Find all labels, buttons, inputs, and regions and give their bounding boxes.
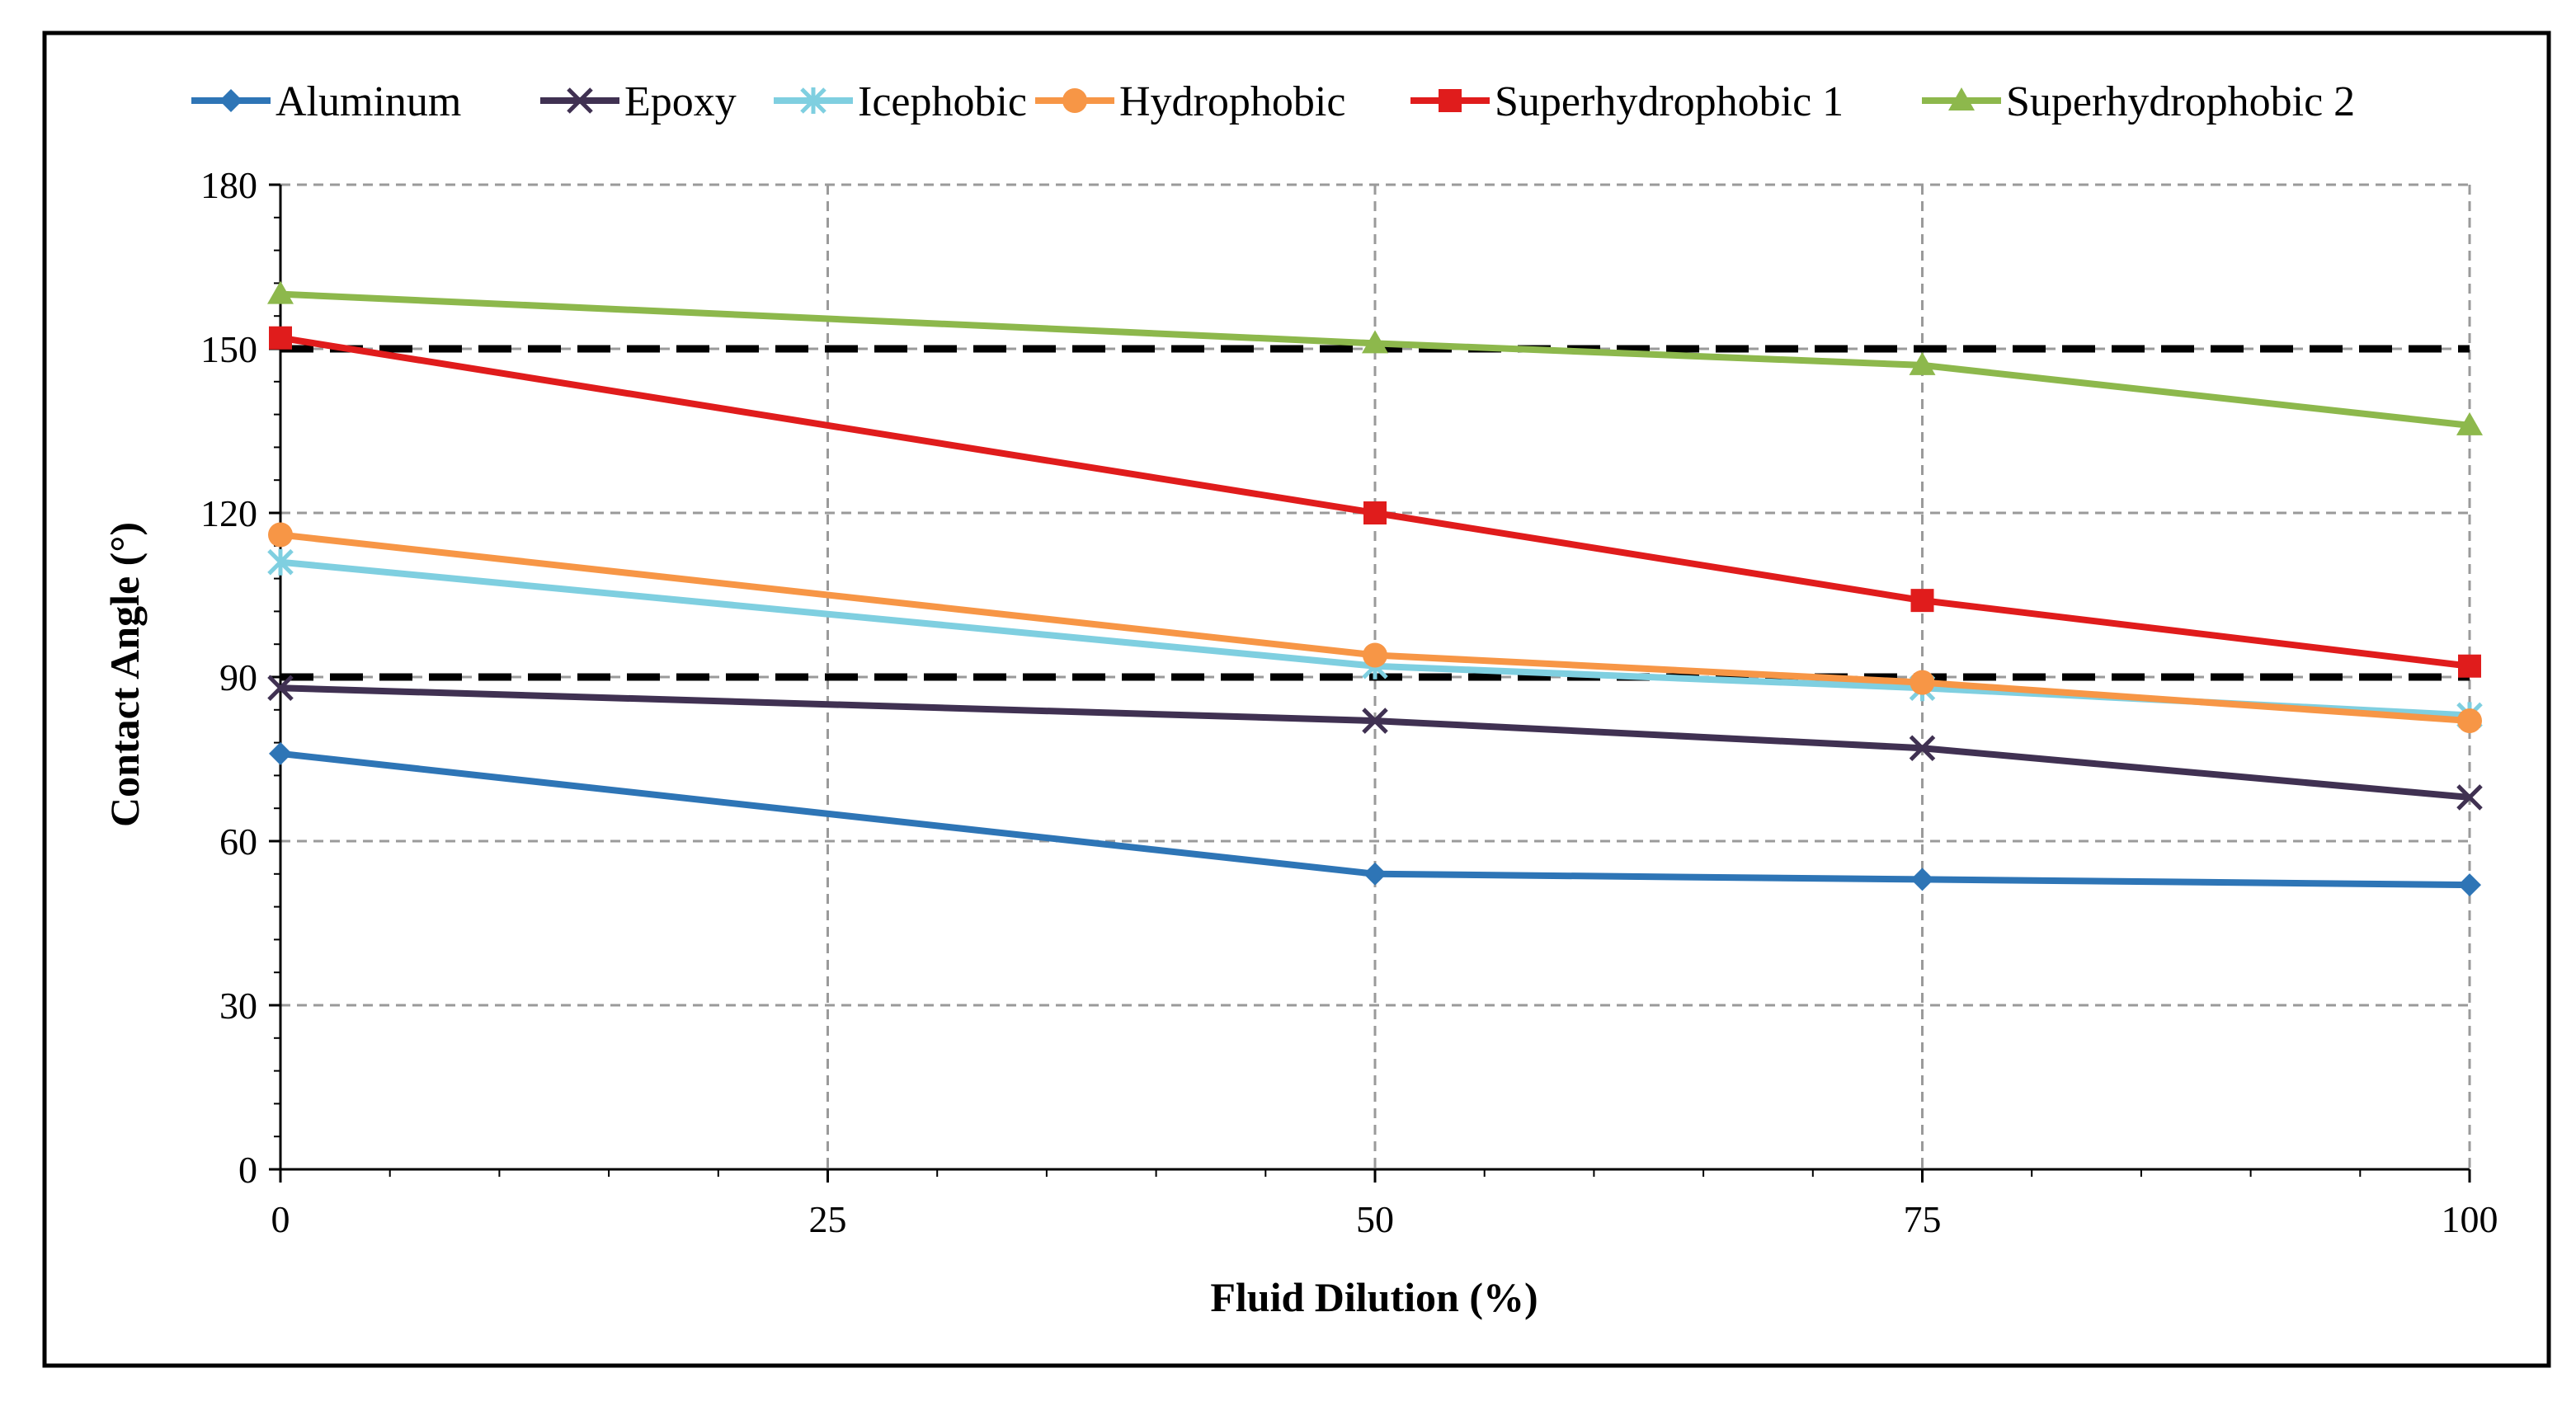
legend-item-hydrophobic: Hydrophobic xyxy=(1035,78,1345,125)
series-line-hydrophobic xyxy=(280,531,2470,725)
data-point-aluminum xyxy=(1363,862,1387,886)
legend-swatch-marker xyxy=(1062,88,1087,113)
series-line-superhydrophobic-1 xyxy=(280,334,2470,670)
legend-swatch-marker xyxy=(567,87,593,114)
data-point-aluminum xyxy=(269,741,292,765)
legend: Aluminum Epoxy Icephobic Hydrophobic Superhy… xyxy=(191,78,2355,125)
y-axis-title: Contact Angle (°) xyxy=(101,522,148,827)
x-tick-label: 100 xyxy=(2442,1198,2498,1240)
data-point-aluminum xyxy=(2458,873,2481,897)
y-tick-label: 0 xyxy=(238,1149,257,1191)
data-point-epoxy xyxy=(2456,784,2483,811)
legend-item-icephobic: Icephobic xyxy=(774,78,1027,125)
series-epoxy xyxy=(267,675,2483,811)
y-tick-label: 30 xyxy=(219,985,257,1027)
x-tick-label: 25 xyxy=(809,1198,847,1240)
legend-item-aluminum: Aluminum xyxy=(191,78,461,125)
series-aluminum xyxy=(269,741,2481,897)
data-point-superhydrophobic-1 xyxy=(269,326,292,350)
y-tick-label: 180 xyxy=(200,164,257,206)
data-point-hydrophobic xyxy=(268,522,293,548)
legend-swatch-marker xyxy=(1948,87,1975,111)
legend-label: Superhydrophobic 1 xyxy=(1495,78,1844,125)
data-point-aluminum xyxy=(1910,868,1934,891)
series-superhydrophobic-2 xyxy=(267,280,2483,435)
series-superhydrophobic-1 xyxy=(269,326,2481,678)
legend-item-superhydrophobic-1: Superhydrophobic 1 xyxy=(1410,78,1844,125)
data-point-hydrophobic xyxy=(1910,670,1935,695)
legend-item-epoxy: Epoxy xyxy=(540,78,737,125)
data-point-superhydrophobic-2 xyxy=(2456,411,2483,435)
legend-swatch-marker xyxy=(800,87,826,114)
data-point-superhydrophobic-1 xyxy=(1363,501,1387,524)
x-axis-title: Fluid Dilution (%) xyxy=(1210,1274,1538,1320)
legend-item-superhydrophobic-2: Superhydrophobic 2 xyxy=(1922,78,2355,125)
legend-label: Epoxy xyxy=(624,78,737,125)
y-tick-label: 150 xyxy=(200,328,257,370)
legend-label: Aluminum xyxy=(275,78,461,125)
legend-label: Superhydrophobic 2 xyxy=(2006,78,2355,125)
data-point-hydrophobic xyxy=(1363,642,1387,668)
data-point-icephobic xyxy=(267,548,294,576)
legend-swatch-marker xyxy=(1439,89,1462,112)
data-point-superhydrophobic-2 xyxy=(267,280,294,304)
data-point-epoxy xyxy=(1362,708,1388,734)
series-line-epoxy xyxy=(280,684,2470,801)
y-tick-label: 60 xyxy=(219,821,257,863)
data-point-superhydrophobic-1 xyxy=(2458,654,2481,678)
data-point-epoxy xyxy=(1909,735,1936,762)
x-tick-label: 0 xyxy=(271,1198,290,1240)
data-point-superhydrophobic-1 xyxy=(1910,589,1934,613)
series-line-aluminum xyxy=(280,750,2470,889)
series-line-superhydrophobic-2 xyxy=(280,290,2470,429)
x-tick-label: 50 xyxy=(1356,1198,1394,1240)
legend-label: Icephobic xyxy=(858,78,1027,125)
y-tick-label: 120 xyxy=(200,492,257,534)
axes: 0 30 60 90 120 150 180 0 25 50 75 100 xyxy=(200,164,2498,1240)
data-point-superhydrophobic-2 xyxy=(1362,330,1388,354)
y-tick-label: 90 xyxy=(219,656,257,698)
data-series xyxy=(267,280,2483,897)
data-point-hydrophobic xyxy=(2457,708,2482,734)
series-hydrophobic xyxy=(268,522,2482,734)
data-point-superhydrophobic-2 xyxy=(1909,351,1936,375)
x-tick-label: 75 xyxy=(1904,1198,1942,1240)
data-point-epoxy xyxy=(267,675,294,702)
legend-swatch-marker xyxy=(219,89,243,112)
legend-label: Hydrophobic xyxy=(1119,78,1345,125)
